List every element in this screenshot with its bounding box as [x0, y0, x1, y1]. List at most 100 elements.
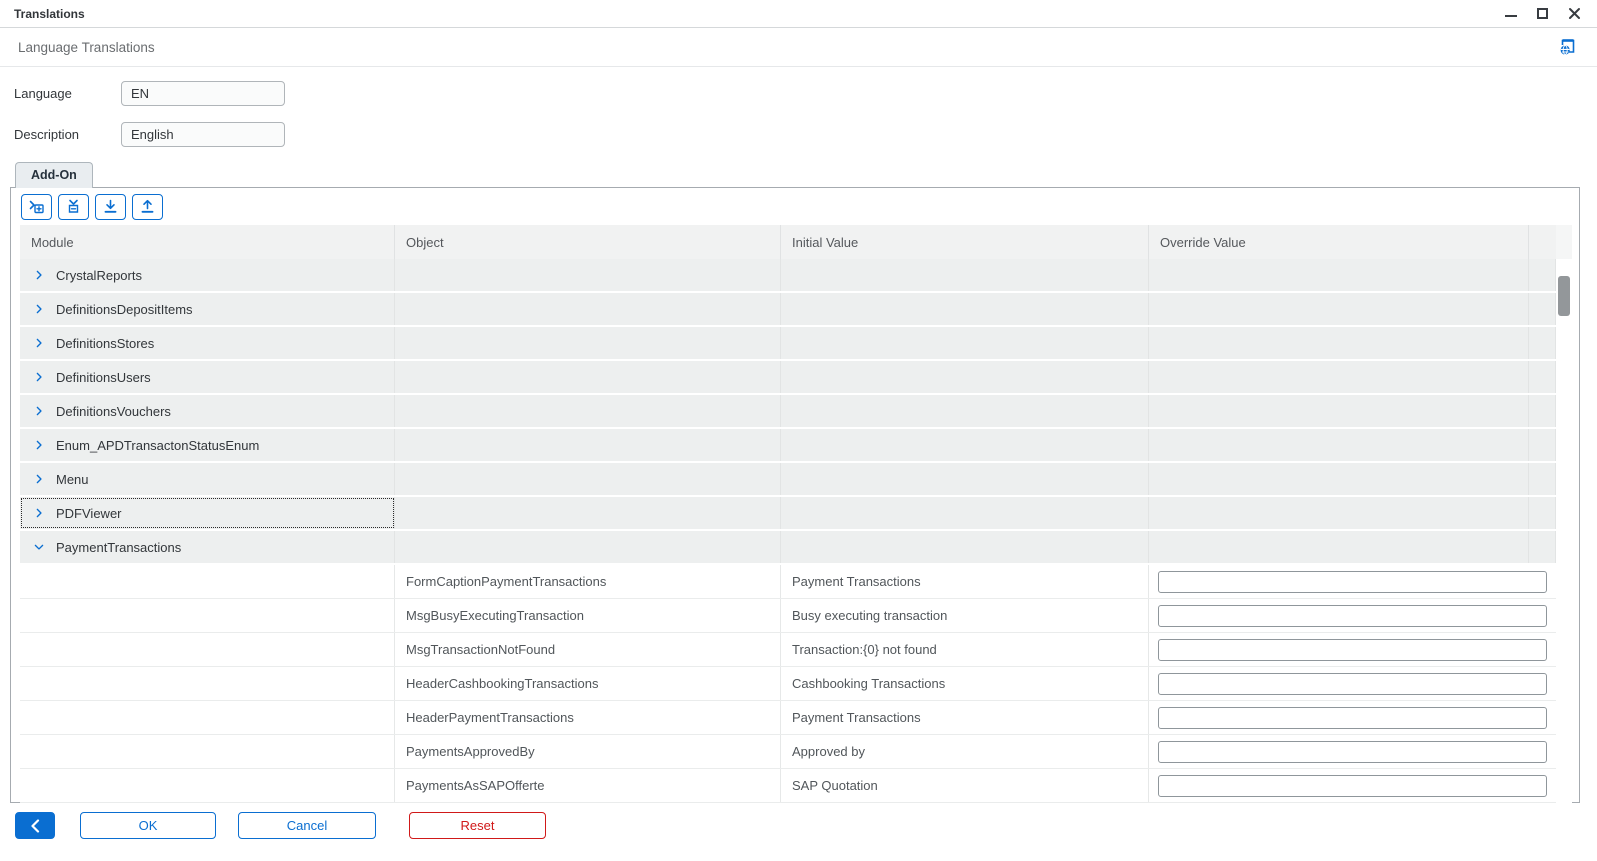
empty-cell: [395, 497, 781, 529]
empty-cell: [1149, 293, 1529, 325]
empty-module-cell: [20, 769, 395, 802]
empty-cell: [1529, 327, 1556, 359]
initial-value-cell: Payment Transactions: [781, 565, 1149, 598]
description-label: Description: [14, 127, 80, 142]
download-icon: [104, 199, 117, 213]
empty-cell: [395, 327, 781, 359]
object-cell: MsgBusyExecutingTransaction: [395, 599, 781, 632]
empty-cell: [1149, 395, 1529, 427]
language-settings-icon[interactable]: [1557, 37, 1577, 57]
empty-cell: [1149, 361, 1529, 393]
chevron-right-icon[interactable]: [33, 439, 45, 451]
chevron-right-icon[interactable]: [33, 507, 45, 519]
empty-cell: [1529, 361, 1556, 393]
scrollbar-thumb[interactable]: [1558, 276, 1570, 316]
empty-cell: [781, 395, 1149, 427]
translations-table: Module Object Initial Value Override Val…: [20, 225, 1572, 803]
expand-all-button[interactable]: [21, 193, 52, 220]
export-button[interactable]: [132, 193, 163, 220]
collapse-all-icon: [68, 199, 79, 213]
module-name: DefinitionsDepositItems: [56, 301, 193, 317]
translation-row: PaymentsApprovedBy Approved by: [20, 735, 1556, 769]
empty-module-cell: [20, 633, 395, 666]
page-title: Language Translations: [18, 39, 155, 55]
module-name: Menu: [56, 471, 89, 487]
chevron-right-icon[interactable]: [33, 371, 45, 383]
empty-cell: [395, 361, 781, 393]
import-button[interactable]: [95, 193, 126, 220]
column-header-module[interactable]: Module: [20, 225, 395, 259]
chevron-right-icon[interactable]: [33, 269, 45, 281]
override-value-input[interactable]: [1158, 604, 1547, 627]
initial-value-cell: Transaction:{0} not found: [781, 633, 1149, 666]
close-icon[interactable]: [1568, 7, 1581, 20]
override-value-input[interactable]: [1158, 706, 1547, 729]
vertical-scrollbar[interactable]: [1556, 259, 1572, 803]
empty-cell: [781, 361, 1149, 393]
chevron-right-icon[interactable]: [33, 337, 45, 349]
override-value-cell: [1149, 667, 1556, 700]
module-row[interactable]: Menu: [20, 463, 1556, 497]
object-cell: PaymentsAsSAPOfferte: [395, 769, 781, 802]
translation-row: FormCaptionPaymentTransactions Payment Tr…: [20, 565, 1556, 599]
back-button[interactable]: [15, 812, 55, 839]
empty-cell: [1529, 497, 1556, 529]
add-on-panel: Module Object Initial Value Override Val…: [10, 187, 1580, 803]
module-row[interactable]: DefinitionsUsers: [20, 361, 1556, 395]
chevron-left-icon: [31, 818, 40, 833]
module-row[interactable]: Enum_APDTransactonStatusEnum: [20, 429, 1556, 463]
override-value-input[interactable]: [1158, 672, 1547, 695]
module-cell[interactable]: Enum_APDTransactonStatusEnum: [20, 429, 395, 461]
language-label: Language: [14, 86, 72, 101]
module-cell[interactable]: DefinitionsStores: [20, 327, 395, 359]
override-value-cell: [1149, 735, 1556, 768]
module-name: DefinitionsUsers: [56, 369, 151, 385]
empty-cell: [395, 463, 781, 495]
chevron-down-icon[interactable]: [33, 541, 45, 553]
description-field[interactable]: [121, 122, 285, 147]
column-header-object[interactable]: Object: [395, 225, 781, 259]
override-value-input[interactable]: [1158, 570, 1547, 593]
module-row[interactable]: DefinitionsDepositItems: [20, 293, 1556, 327]
empty-module-cell: [20, 667, 395, 700]
maximize-icon[interactable]: [1536, 7, 1549, 20]
window-titlebar: Translations: [0, 0, 1597, 28]
empty-cell: [1529, 259, 1556, 291]
override-value-input[interactable]: [1158, 638, 1547, 661]
minimize-icon[interactable]: [1505, 5, 1517, 17]
module-cell[interactable]: DefinitionsVouchers: [20, 395, 395, 427]
module-row[interactable]: DefinitionsStores: [20, 327, 1556, 361]
module-cell[interactable]: DefinitionsDepositItems: [20, 293, 395, 325]
module-row[interactable]: DefinitionsVouchers: [20, 395, 1556, 429]
empty-cell: [1529, 395, 1556, 427]
column-header-initial-value[interactable]: Initial Value: [781, 225, 1149, 259]
language-field[interactable]: [121, 81, 285, 106]
cancel-button[interactable]: Cancel: [238, 812, 376, 839]
object-cell: HeaderCashbookingTransactions: [395, 667, 781, 700]
empty-cell: [781, 429, 1149, 461]
empty-cell: [781, 259, 1149, 291]
module-cell[interactable]: PaymentTransactions: [20, 531, 395, 563]
module-row[interactable]: PDFViewer: [20, 497, 1556, 531]
column-header-override-value[interactable]: Override Value: [1149, 225, 1529, 259]
module-row[interactable]: CrystalReports: [20, 259, 1556, 293]
collapse-all-button[interactable]: [58, 193, 89, 220]
reset-button[interactable]: Reset: [409, 812, 546, 839]
module-cell[interactable]: DefinitionsUsers: [20, 361, 395, 393]
override-value-input[interactable]: [1158, 774, 1547, 797]
empty-module-cell: [20, 735, 395, 768]
override-value-input[interactable]: [1158, 740, 1547, 763]
empty-cell: [395, 259, 781, 291]
empty-module-cell: [20, 565, 395, 598]
module-row[interactable]: PaymentTransactions: [20, 531, 1556, 565]
chevron-right-icon[interactable]: [33, 405, 45, 417]
window-controls: [1505, 7, 1581, 20]
tab-add-on[interactable]: Add-On: [15, 162, 93, 188]
module-cell[interactable]: Menu: [20, 463, 395, 495]
module-cell[interactable]: PDFViewer: [20, 497, 395, 529]
module-cell[interactable]: CrystalReports: [20, 259, 395, 291]
chevron-right-icon[interactable]: [33, 473, 45, 485]
chevron-right-icon[interactable]: [33, 303, 45, 315]
ok-button[interactable]: OK: [80, 812, 216, 839]
initial-value-cell: Cashbooking Transactions: [781, 667, 1149, 700]
